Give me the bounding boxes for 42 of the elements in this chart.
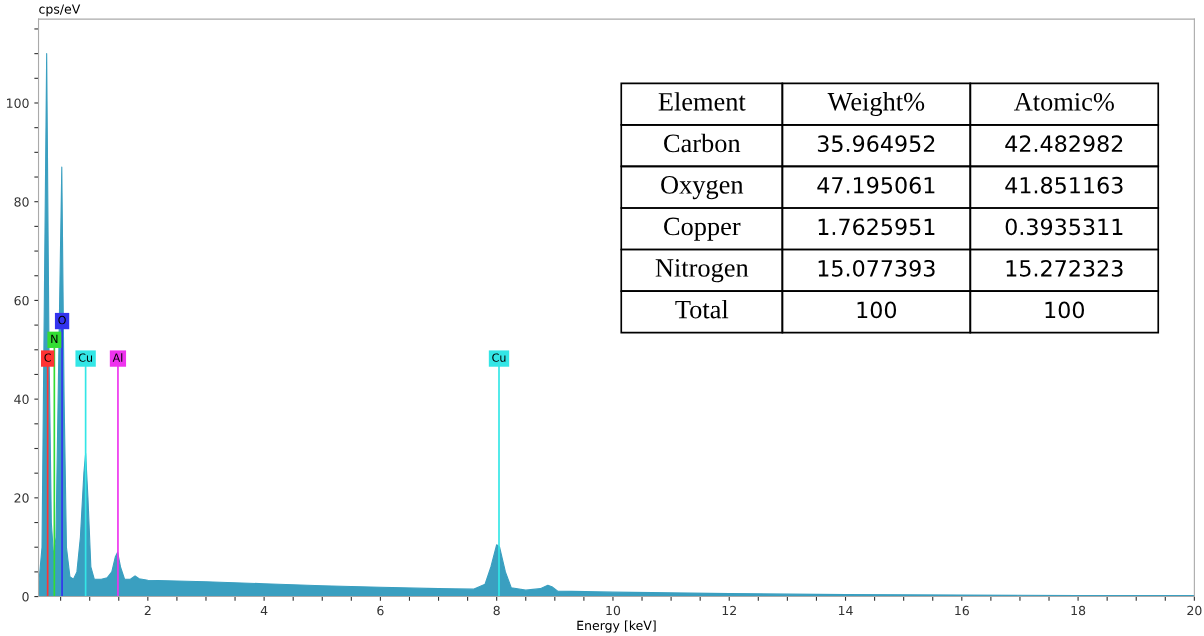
ref-line-label: Cu — [78, 353, 93, 362]
ref-line-label: C — [44, 353, 51, 362]
y-tick-label: 40 — [14, 394, 29, 405]
x-tick-label: 16 — [955, 605, 969, 616]
x-tick-label: 6 — [377, 605, 384, 616]
annotation: Total — [675, 299, 729, 319]
annotation: 0.3935311 — [1005, 218, 1123, 236]
x-tick-label: 2 — [144, 605, 151, 616]
y-tick-label: 20 — [14, 493, 29, 503]
x-tick-label: 14 — [838, 605, 853, 616]
category-label: Element — [658, 92, 746, 111]
category-label: Atomic% — [1013, 92, 1114, 111]
annotation: 42.482982 — [1005, 135, 1123, 153]
y-tick-label: 0 — [22, 592, 29, 602]
annotation: 100 — [857, 301, 897, 319]
x-tick-label: 4 — [260, 605, 268, 616]
annotation: Nitrogen — [655, 259, 749, 283]
y-tick-label: 80 — [14, 197, 29, 207]
x-axis-title: Energy [keV] — [577, 620, 656, 633]
annotation: 41.851163 — [1005, 176, 1123, 194]
annotation: 15.077393 — [818, 259, 935, 277]
annotation: 47.195061 — [817, 176, 935, 194]
y-axis-title: cps/eV — [39, 4, 81, 17]
ref-line-label: O — [58, 315, 66, 325]
ref-line-label: N — [51, 334, 58, 343]
annotation: 35.964952 — [817, 135, 935, 153]
x-tick-label: 8 — [493, 605, 500, 616]
x-tick-label: 20 — [1187, 605, 1202, 616]
annotation: Copper — [664, 217, 741, 241]
x-tick-label: 18 — [1071, 605, 1086, 616]
annotation: 1.7625951 — [818, 218, 935, 236]
category-label: Weight% — [827, 92, 925, 117]
ref-line-label: Cu — [492, 353, 506, 362]
y-tick-label: 60 — [14, 295, 29, 306]
annotation: Oxygen — [661, 175, 744, 200]
annotation: 100 — [1045, 301, 1085, 319]
y-tick-label: 100 — [7, 98, 29, 108]
ref-line-label: Al — [112, 353, 123, 362]
annotation: 15.272323 — [1006, 259, 1123, 277]
annotation: Carbon — [664, 133, 741, 153]
x-tick-label: 10 — [606, 605, 621, 616]
x-tick-label: 12 — [722, 605, 736, 616]
